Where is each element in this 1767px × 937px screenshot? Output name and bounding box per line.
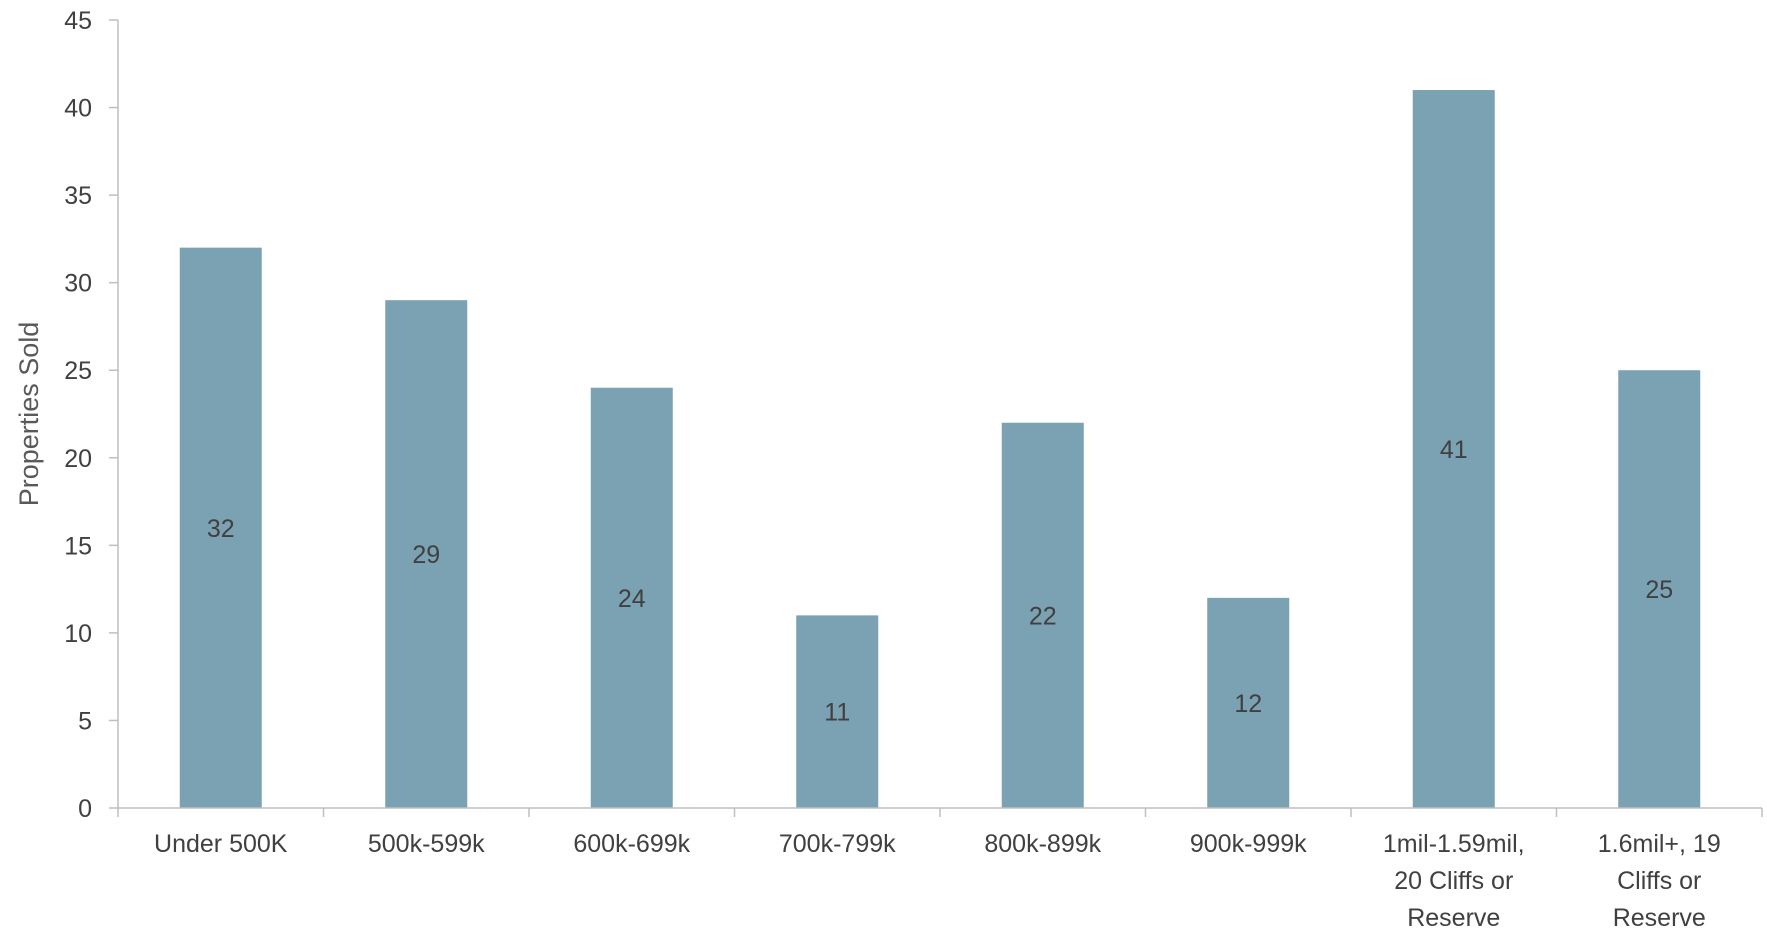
y-tick-label: 40 xyxy=(64,95,92,123)
data-label: 24 xyxy=(618,585,646,613)
x-tick-label: Under 500K xyxy=(154,830,288,858)
x-tick-label: 600k-699k xyxy=(573,830,690,858)
y-tick-label: 20 xyxy=(64,445,92,473)
x-tick-label: 1.6mil+, 19 Cliffs or Reserve xyxy=(1598,830,1721,932)
data-label: 41 xyxy=(1440,436,1468,464)
bar xyxy=(385,300,468,808)
x-tick-label: 1mil-1.59mil, 20 Cliffs or Reserve xyxy=(1383,830,1525,932)
y-tick-label: 10 xyxy=(64,620,92,648)
data-label: 22 xyxy=(1029,602,1057,630)
bar xyxy=(1207,597,1290,808)
x-tick-label: 800k-899k xyxy=(984,830,1101,858)
bar xyxy=(179,247,262,809)
x-tick-label: 500k-599k xyxy=(368,830,485,858)
data-label: 29 xyxy=(412,541,440,569)
data-label: 12 xyxy=(1234,690,1262,718)
y-axis-title: Properties Sold xyxy=(14,322,44,507)
y-tick-label: 0 xyxy=(78,795,92,823)
bar xyxy=(1412,90,1495,809)
axes-group xyxy=(109,19,1763,817)
y-tick-label: 5 xyxy=(78,707,92,735)
bars-group xyxy=(179,90,1701,809)
data-label: 25 xyxy=(1645,576,1673,604)
x-tick-label: 900k-999k xyxy=(1190,830,1307,858)
data-label: 11 xyxy=(824,699,850,727)
bar xyxy=(796,615,879,808)
x-tick-label: 700k-799k xyxy=(779,830,896,858)
y-tick-label: 15 xyxy=(64,532,92,560)
y-tick-label: 45 xyxy=(64,7,92,35)
bar xyxy=(1618,370,1701,808)
y-tick-label: 35 xyxy=(64,182,92,210)
bar xyxy=(590,387,673,808)
labels-group: 32 29 24 11 22 12 41 25 0 5 10 15 20 25 30 35 40 45 Under … xyxy=(64,7,1721,932)
y-tick-label: 25 xyxy=(64,357,92,385)
bar xyxy=(1001,422,1084,808)
data-label: 32 xyxy=(207,515,235,543)
y-tick-label: 30 xyxy=(64,270,92,298)
